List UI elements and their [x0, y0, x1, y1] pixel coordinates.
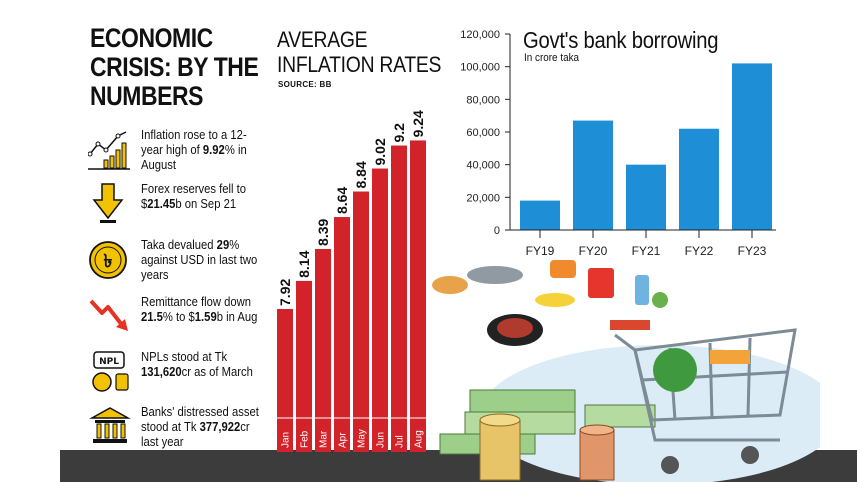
- borrowing-y-tick-label: 80,000: [466, 94, 500, 106]
- inflation-chart: 7.92 Jan 8.14 Feb 8.39 Mar 8.64 Apr 8.84 May 9.02 J…: [275, 110, 428, 452]
- borrowing-y-tick-label: 120,000: [460, 29, 500, 41]
- inflation-value-label: 8.64: [334, 187, 350, 214]
- borrowing-bar: [573, 120, 613, 230]
- borrowing-x-label: FY23: [738, 244, 767, 258]
- inflation-title-line-2: INFLATION RATES: [277, 52, 442, 77]
- inflation-value-label: 9.02: [372, 138, 388, 165]
- inflation-bar: [296, 280, 312, 452]
- coin-stack-image: [479, 413, 615, 481]
- inflation-value-label: 9.24: [410, 110, 426, 137]
- inflation-bar: [372, 168, 388, 452]
- title-line-2: CRISIS: BY THE: [90, 52, 259, 82]
- main-title: ECONOMIC CRISIS: BY THE NUMBERS: [90, 23, 259, 111]
- borrowing-chart-subtitle: In crore taka: [524, 52, 580, 64]
- inflation-bar: [277, 308, 293, 452]
- down-arrow-dollar-icon: [92, 183, 124, 223]
- fact-npl-text: NPLs stood at Tk 131,620cr as of March: [141, 350, 253, 379]
- borrowing-y-tick-label: 60,000: [466, 127, 500, 139]
- inflation-month-label: Mar: [319, 430, 330, 448]
- inflation-chart-title: AVERAGE INFLATION RATES: [277, 27, 441, 77]
- borrowing-x-label: FY20: [579, 244, 608, 258]
- bank-building-icon: [89, 407, 131, 443]
- taka-coin-icon: ৳: [89, 241, 127, 279]
- cart-wheel: [741, 446, 759, 464]
- borrowing-x-label: FY19: [526, 244, 555, 258]
- npl-money-bag-icon: NPL: [92, 351, 129, 392]
- inflation-value-label: 9.2: [391, 123, 407, 143]
- inflation-month-label: Feb: [300, 430, 311, 448]
- fact-inflation-text: Inflation rose to a 12-year high of 9.92…: [141, 128, 247, 172]
- svg-text:৳: ৳: [104, 251, 113, 272]
- borrowing-y-tick-label: 100,000: [460, 62, 500, 74]
- cart-wheel: [661, 456, 679, 474]
- inflation-value-label: 7.92: [277, 279, 293, 306]
- inflation-bar: [315, 248, 331, 452]
- borrowing-bar: [679, 128, 719, 230]
- borrowing-chart: 0 20,000 40,000 60,000 80,000 100,000 120,000 F…: [460, 29, 776, 258]
- falling-trend-icon: [89, 299, 128, 331]
- inflation-month-label: Aug: [414, 430, 425, 448]
- inflation-bar: [391, 145, 407, 452]
- inflation-bar: [334, 217, 350, 452]
- borrowing-y-tick-label: 40,000: [466, 160, 500, 172]
- inflation-source: SOURCE: BB: [278, 80, 332, 89]
- inflation-bar: [410, 140, 426, 452]
- borrowing-x-label: FY21: [632, 244, 661, 258]
- grocery-items-image: [432, 260, 750, 392]
- inflation-month-label: Jun: [376, 432, 387, 448]
- borrowing-y-tick-label: 20,000: [466, 192, 500, 204]
- inflation-value-label: 8.84: [353, 161, 369, 188]
- fact-bank-text: Banks' distressed asset stood at Tk 377,…: [141, 405, 259, 449]
- npl-icon-label: NPL: [99, 357, 119, 367]
- inflation-month-label: Jan: [281, 432, 292, 448]
- inflation-title-line-1: AVERAGE: [277, 27, 368, 52]
- inflation-bar: [353, 191, 369, 452]
- fact-taka-text: Taka devalued 29% against USD in last tw…: [141, 238, 258, 282]
- inflation-month-label: Apr: [338, 432, 349, 448]
- inflation-value-label: 8.14: [296, 250, 312, 277]
- inflation-month-label: Jul: [395, 435, 406, 448]
- borrowing-x-label: FY22: [685, 244, 714, 258]
- rising-chart-icon: [88, 131, 130, 170]
- borrowing-y-tick-label: 0: [494, 225, 500, 237]
- borrowing-bar: [520, 200, 560, 230]
- inflation-month-label: May: [357, 429, 368, 448]
- fact-remittance-text: Remittance flow down 21.5% to $1.59b in …: [141, 295, 258, 324]
- title-line-1: ECONOMIC: [90, 23, 213, 53]
- borrowing-bar: [626, 164, 666, 230]
- borrowing-bar: [732, 63, 772, 231]
- borrowing-chart-title: Govt's bank borrowing: [523, 27, 719, 53]
- title-line-3: NUMBERS: [90, 81, 204, 111]
- shopping-cart-illustration: [432, 260, 820, 482]
- fact-forex-text: Forex reserves fell to $21.45b on Sep 21: [141, 182, 247, 211]
- inflation-value-label: 8.39: [315, 219, 331, 246]
